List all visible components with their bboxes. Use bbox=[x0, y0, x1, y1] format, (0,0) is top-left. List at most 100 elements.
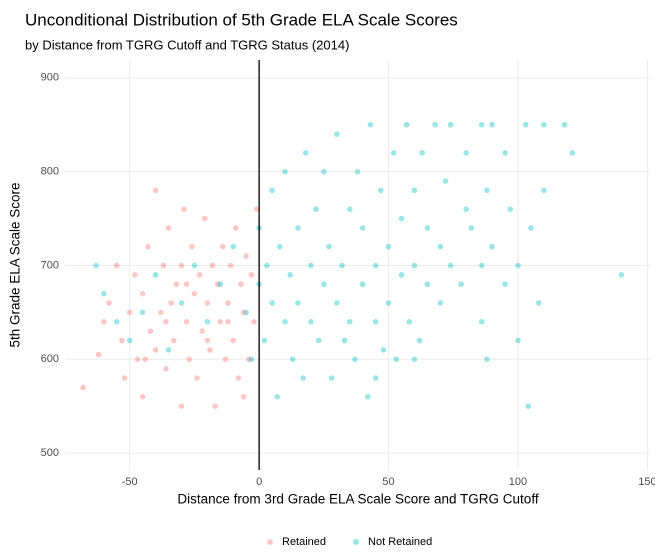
y-tick-label: 600 bbox=[41, 353, 59, 365]
point bbox=[238, 281, 244, 288]
y-tick-label: 900 bbox=[41, 72, 59, 84]
point bbox=[359, 281, 366, 288]
point bbox=[528, 225, 534, 231]
point bbox=[147, 328, 154, 334]
legend-label: Retained bbox=[282, 536, 326, 548]
point bbox=[502, 281, 508, 288]
point bbox=[569, 150, 576, 156]
point bbox=[372, 375, 379, 381]
y-tick-label: 800 bbox=[41, 166, 59, 178]
point bbox=[186, 356, 193, 363]
chart-title: Unconditional Distribution of 5th Grade … bbox=[25, 10, 458, 29]
point bbox=[478, 262, 485, 269]
point bbox=[245, 356, 252, 363]
point bbox=[181, 206, 187, 212]
point bbox=[199, 328, 205, 334]
point bbox=[411, 262, 418, 269]
point bbox=[253, 206, 260, 212]
point bbox=[240, 394, 247, 400]
point bbox=[398, 215, 405, 222]
point bbox=[489, 121, 495, 128]
point bbox=[139, 309, 146, 316]
point bbox=[233, 225, 239, 231]
point bbox=[463, 206, 470, 212]
point bbox=[484, 356, 490, 363]
point bbox=[183, 318, 190, 325]
point bbox=[507, 206, 514, 212]
point bbox=[225, 300, 231, 306]
legend-label: Not Retained bbox=[368, 536, 432, 548]
point bbox=[243, 309, 249, 316]
point bbox=[132, 272, 138, 278]
point bbox=[289, 356, 296, 363]
point bbox=[126, 337, 133, 344]
x-tick-label: 0 bbox=[256, 476, 262, 488]
x-tick-label: 150 bbox=[638, 476, 655, 488]
point bbox=[502, 150, 508, 156]
point bbox=[385, 243, 392, 250]
point bbox=[207, 347, 213, 353]
point bbox=[261, 337, 268, 344]
point bbox=[359, 225, 366, 231]
point bbox=[442, 178, 449, 184]
point bbox=[160, 262, 167, 269]
point bbox=[145, 243, 151, 250]
point bbox=[522, 121, 529, 128]
point bbox=[380, 347, 387, 353]
point bbox=[230, 243, 237, 250]
point bbox=[447, 262, 454, 269]
point bbox=[308, 262, 314, 269]
point bbox=[525, 403, 532, 410]
point bbox=[541, 187, 547, 194]
point bbox=[321, 281, 327, 288]
point bbox=[295, 225, 301, 231]
point bbox=[458, 281, 464, 288]
point bbox=[515, 262, 521, 269]
point bbox=[217, 281, 224, 288]
point bbox=[313, 206, 319, 212]
point bbox=[230, 337, 237, 344]
point bbox=[168, 300, 174, 306]
point bbox=[277, 243, 283, 250]
point bbox=[489, 243, 495, 250]
point bbox=[163, 365, 169, 372]
point bbox=[541, 121, 547, 128]
point bbox=[478, 318, 485, 325]
point bbox=[189, 243, 195, 250]
point bbox=[274, 394, 281, 400]
point bbox=[295, 300, 301, 306]
point bbox=[561, 121, 568, 128]
point bbox=[300, 375, 306, 381]
y-tick-label: 500 bbox=[41, 447, 59, 459]
point bbox=[437, 243, 444, 250]
point bbox=[437, 300, 444, 306]
x-tick-label: 50 bbox=[382, 476, 394, 488]
point bbox=[222, 356, 229, 363]
point bbox=[93, 262, 99, 269]
point bbox=[201, 215, 208, 222]
point bbox=[152, 187, 159, 194]
x-axis-label: Distance from 3rd Grade ELA Scale Score … bbox=[177, 492, 538, 507]
y-axis-label: 5th Grade ELA Scale Score bbox=[8, 182, 23, 347]
point bbox=[393, 356, 400, 363]
point bbox=[134, 356, 141, 363]
point bbox=[80, 384, 86, 391]
point bbox=[282, 168, 288, 175]
point bbox=[372, 318, 379, 325]
point bbox=[365, 394, 371, 400]
x-tick-label: 100 bbox=[509, 476, 527, 488]
point bbox=[326, 243, 332, 250]
point bbox=[346, 318, 353, 325]
point bbox=[432, 121, 438, 128]
point bbox=[163, 318, 169, 325]
point bbox=[126, 309, 133, 316]
point bbox=[321, 168, 327, 175]
point bbox=[352, 356, 358, 363]
point bbox=[152, 272, 159, 278]
point bbox=[170, 337, 177, 344]
point bbox=[142, 356, 149, 363]
point bbox=[339, 262, 345, 269]
point bbox=[411, 187, 418, 194]
point bbox=[333, 131, 340, 137]
